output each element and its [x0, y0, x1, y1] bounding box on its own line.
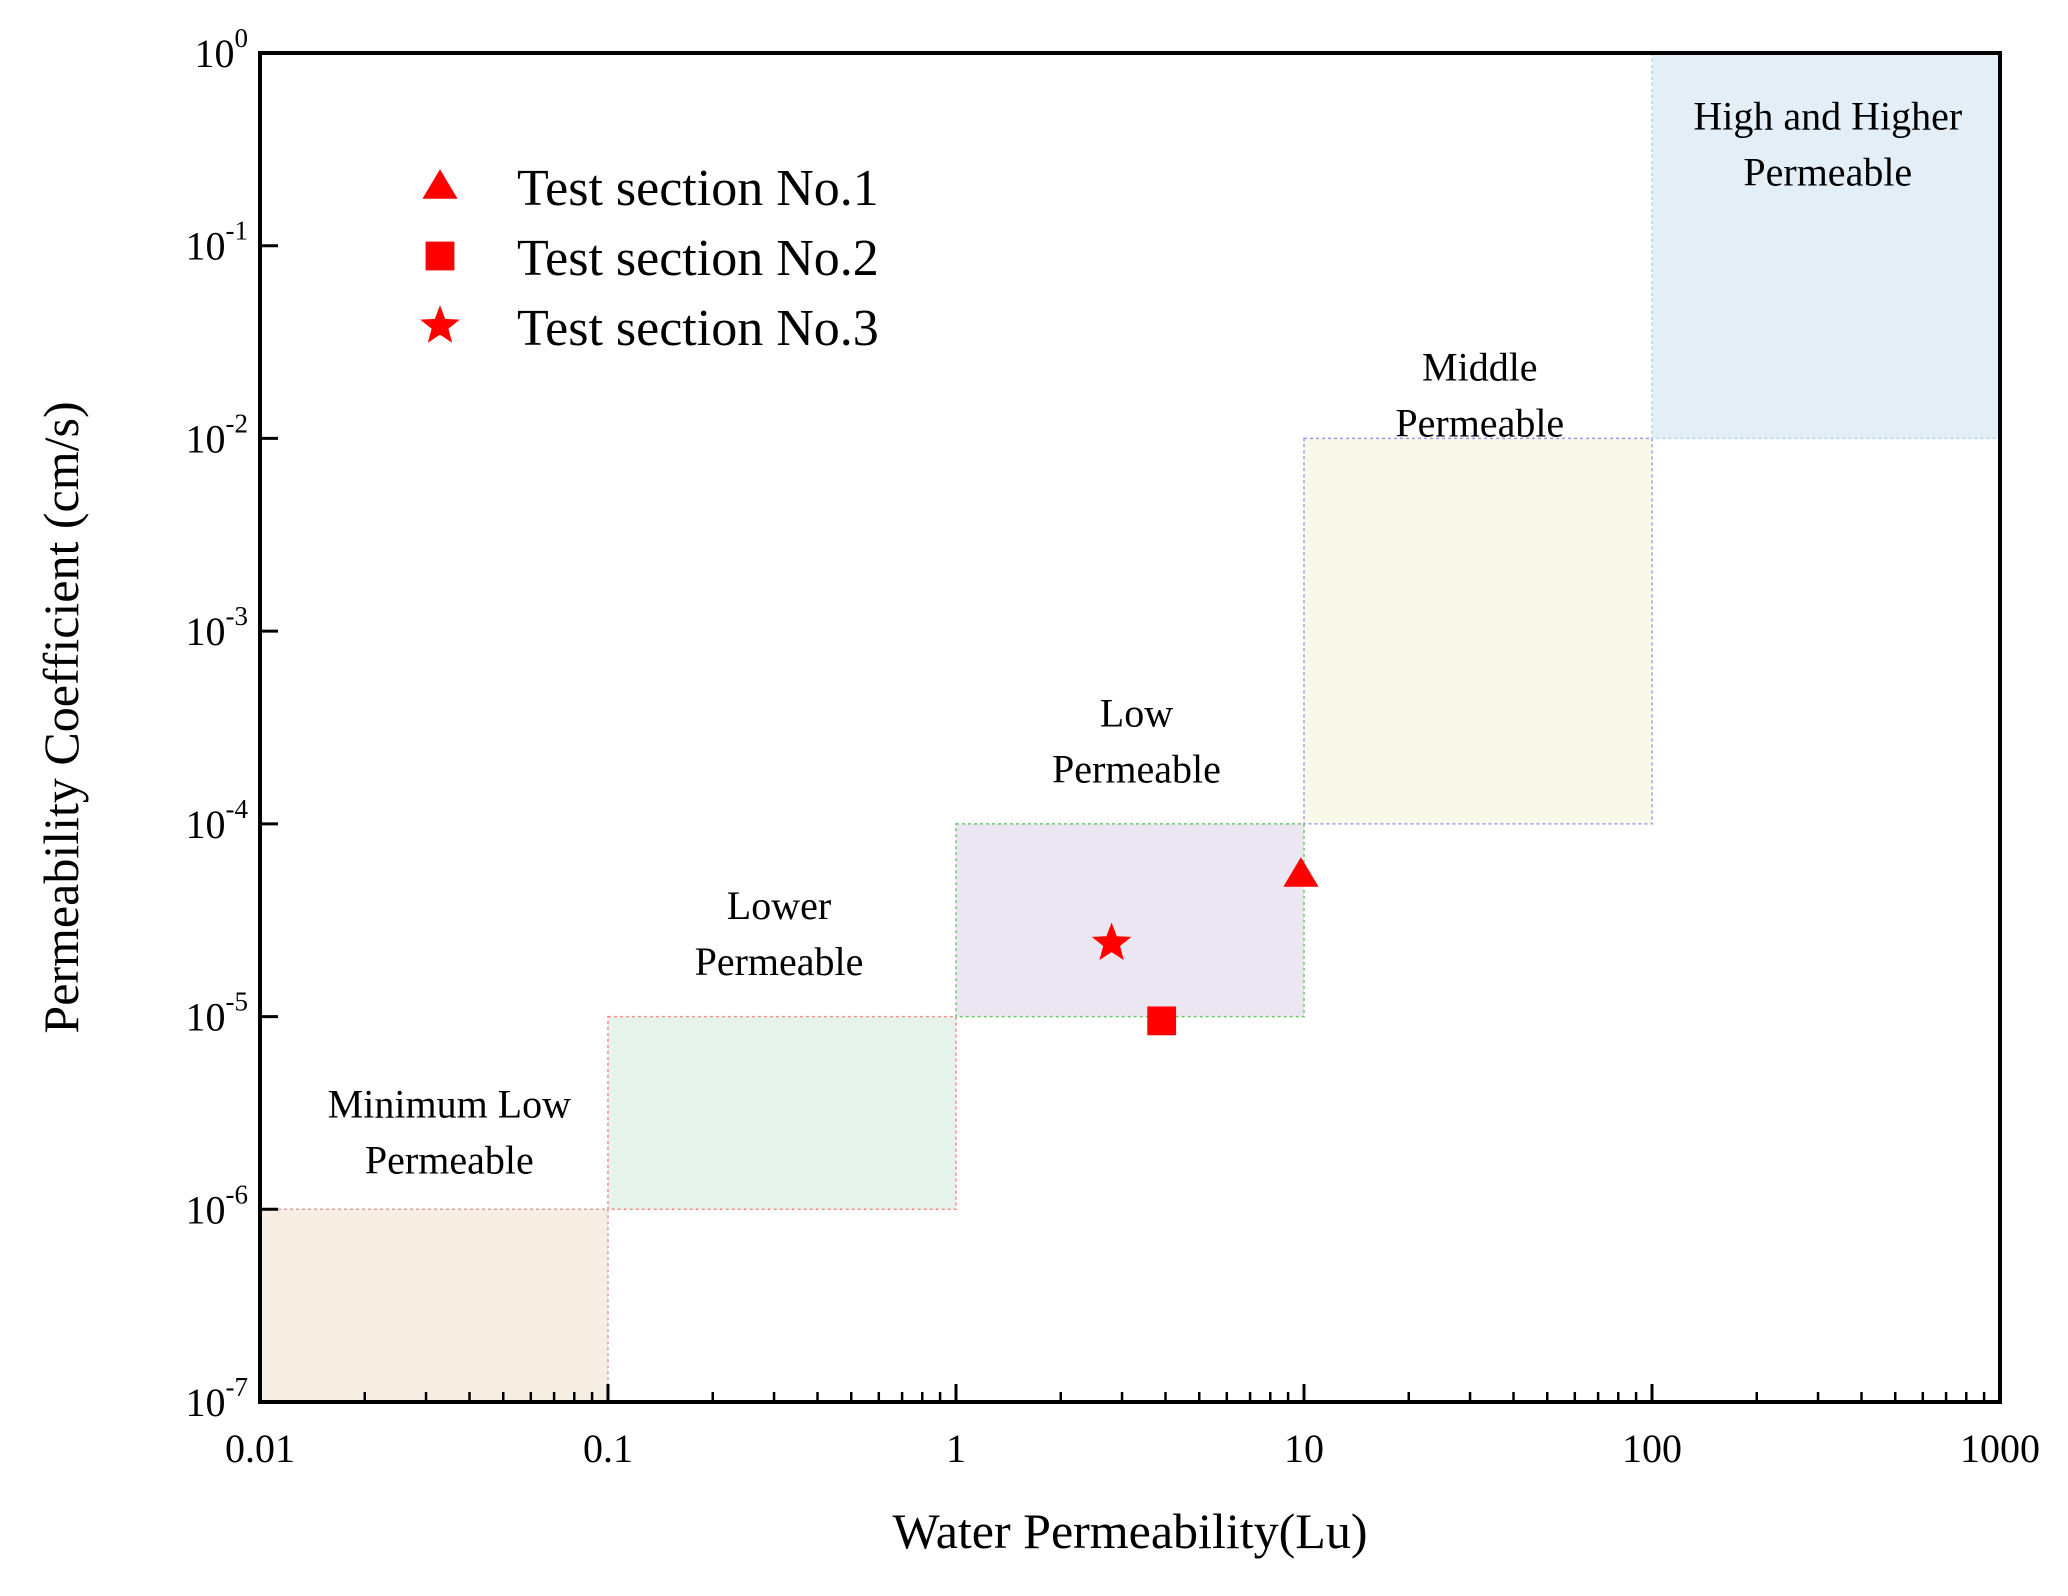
x-tick-label: 1 — [946, 1426, 966, 1471]
zone-middle — [1303, 437, 1653, 825]
zone-label-lower: Permeable — [695, 939, 864, 984]
zone-label-low: Low — [1100, 691, 1173, 736]
zone-label-minimum-low: Minimum Low — [328, 1081, 571, 1126]
zone-label-low: Permeable — [1052, 747, 1221, 792]
legend-marker-star — [420, 305, 460, 343]
data-point-star — [1091, 922, 1132, 961]
y-tick-label: 10-6 — [186, 1179, 249, 1232]
zone-minimum-low — [259, 1208, 609, 1403]
permeability-zones — [259, 52, 2001, 1403]
zone-label-high: Permeable — [1743, 150, 1912, 195]
legend-marker-square — [425, 241, 455, 271]
y-tick-label: 10-1 — [186, 216, 249, 269]
data-point-triangle — [1283, 857, 1319, 887]
y-tick-label: 10-5 — [186, 987, 249, 1040]
y-tick-label: 10-2 — [186, 408, 249, 461]
y-tick-label: 10-3 — [186, 601, 249, 654]
zone-label-minimum-low: Permeable — [365, 1137, 534, 1182]
x-tick-label: 0.01 — [225, 1426, 295, 1471]
data-points — [1091, 857, 1319, 1036]
zone-label-high: High and Higher — [1693, 94, 1962, 139]
x-tick-label: 0.1 — [583, 1426, 633, 1471]
legend-marker-triangle — [422, 169, 458, 199]
y-tick-label: 100 — [195, 23, 249, 76]
legend: Test section No.1 Test section No.2 Test s… — [420, 160, 879, 357]
zone-label-middle: Permeable — [1395, 400, 1564, 445]
x-axis-label: Water Permeability(Lu) — [893, 1503, 1368, 1559]
zone-low — [955, 823, 1305, 1018]
x-tick-label: 100 — [1622, 1426, 1682, 1471]
zone-label-lower: Lower — [727, 883, 831, 928]
data-point-square — [1147, 1006, 1177, 1036]
legend-label: Test section No.3 — [517, 300, 879, 357]
x-tick-label: 1000 — [1960, 1426, 2040, 1471]
x-tick-label: 10 — [1284, 1426, 1324, 1471]
legend-label: Test section No.2 — [517, 230, 879, 287]
zone-lower — [607, 1015, 957, 1211]
y-tick-label: 10-7 — [186, 1372, 249, 1425]
plot-frame — [258, 51, 2002, 1404]
y-axis-label: Permeability Coefficient (cm/s) — [33, 401, 89, 1033]
zone-label-middle: Middle — [1422, 344, 1538, 389]
axis-ticks: 0.01 0.1 1 10 100 1000 10-7 10-6 10-5 10-4 10-3 10-… — [186, 23, 2041, 1471]
zone-labels: Minimum Low Permeable Lower Permeable Low Per… — [328, 94, 1963, 1183]
zone-high — [1651, 52, 2001, 440]
y-tick-label: 10-4 — [186, 794, 249, 847]
legend-label: Test section No.1 — [517, 160, 879, 217]
